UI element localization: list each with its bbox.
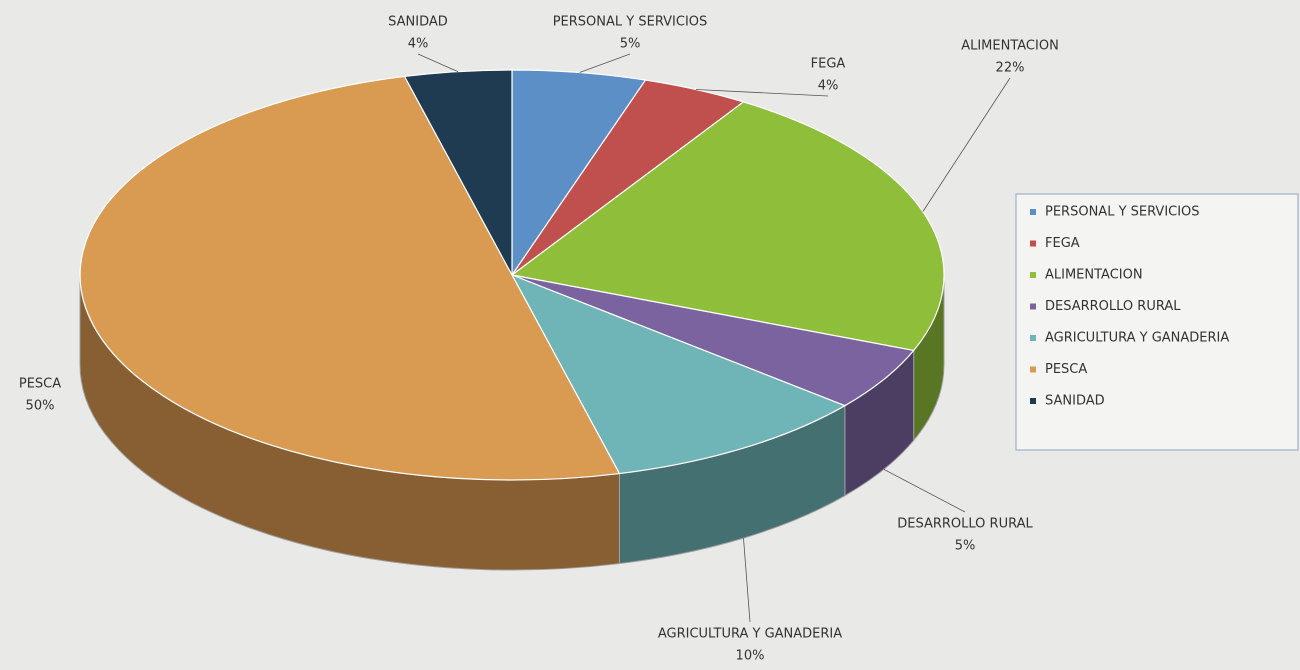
legend-label: FEGA: [1045, 236, 1080, 251]
legend-label: DESARROLLO RURAL: [1045, 299, 1181, 314]
data-label-name: AGRICULTURA Y GANADERIA: [658, 627, 842, 642]
data-label-value: 10%: [736, 649, 765, 664]
slice: [79, 75, 621, 481]
data-label-name: PERSONAL Y SERVICIOS: [553, 15, 708, 30]
slice: [403, 69, 513, 276]
leader-line: [579, 53, 631, 73]
leader-line: [743, 538, 751, 623]
data-label-name: ALIMENTACION: [961, 39, 1059, 54]
slice: [510, 273, 847, 475]
leader-line: [417, 53, 459, 72]
legend-swatch: [1030, 303, 1036, 310]
data-label-name: FEGA: [811, 57, 846, 72]
legend-label: SANIDAD: [1045, 394, 1105, 409]
leader-line: [883, 468, 966, 513]
data-label-value: 22%: [996, 61, 1025, 76]
data-label-name: PESCA: [19, 377, 61, 392]
leader-line: [695, 89, 829, 97]
legend-label: AGRICULTURA Y GANADERIA: [1045, 331, 1229, 346]
legend-swatch: [1030, 398, 1036, 404]
leader-line: [922, 77, 1011, 212]
legend-swatch: [1030, 335, 1036, 341]
legend-box: [1015, 193, 1299, 451]
legend-label: PESCA: [1045, 362, 1087, 377]
legend-swatch: [1030, 240, 1036, 247]
data-label-value: 50%: [26, 399, 55, 414]
legend-label: PERSONAL Y SERVICIOS: [1045, 205, 1200, 220]
data-label-value: 5%: [620, 37, 641, 52]
legend-label: ALIMENTACION: [1045, 268, 1143, 283]
data-label-name: DESARROLLO RURAL: [897, 517, 1033, 532]
slice: [510, 101, 945, 352]
data-label-name: SANIDAD: [388, 15, 448, 30]
data-label-value: 4%: [818, 79, 839, 94]
legend-swatch: [1030, 209, 1036, 215]
data-label-value: 5%: [955, 539, 976, 554]
data-label-value: 4%: [408, 37, 429, 52]
legend-swatch: [1030, 272, 1036, 278]
legend-swatch: [1030, 366, 1036, 373]
